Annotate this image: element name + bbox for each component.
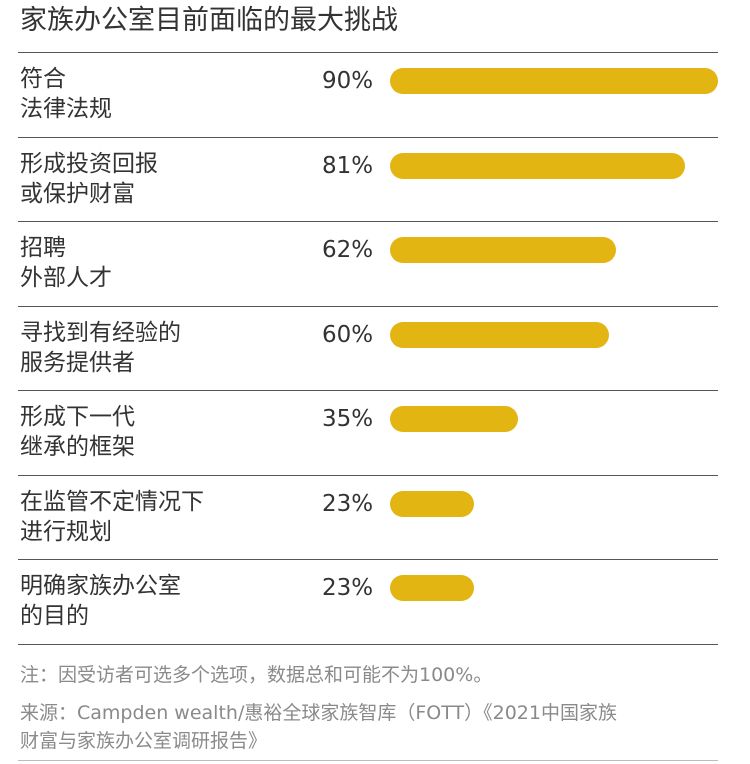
category-label-line: 招聘	[20, 235, 66, 261]
category-label-line: 进行规划	[20, 518, 112, 545]
row-divider	[18, 52, 718, 53]
category-label: 形成投资回报 或保护财富	[20, 149, 158, 209]
source-line-1: 来源：Campden wealth/惠裕全球家族智库（FOTT）《2021中国家…	[20, 702, 617, 724]
category-label: 招聘 外部人才	[20, 233, 112, 293]
category-label-line: 明确家族办公室	[20, 573, 181, 599]
category-label-line: 符合	[20, 66, 66, 92]
value-label: 60%	[322, 321, 374, 348]
category-label-line: 形成投资回报	[20, 150, 158, 177]
category-label: 形成下一代继承的框架	[20, 402, 135, 462]
bar	[390, 321, 609, 348]
value-label: 23%	[322, 575, 374, 601]
category-label-line: 法律法规	[20, 96, 112, 122]
row-divider	[18, 390, 718, 391]
chart-title: 家族办公室目前面临的最大挑战	[20, 5, 398, 36]
category-label: 在监管不定情况下 进行规划	[20, 487, 204, 547]
category-label-line: 服务提供者	[20, 349, 135, 376]
category-label-line: 形成下一代	[20, 404, 135, 430]
value-label: 23%	[322, 490, 374, 517]
category-label-line: 的目的	[20, 603, 89, 629]
category-label-line: 或保护财富	[20, 180, 135, 207]
value-label: 81%	[322, 152, 374, 179]
category-label-line: 寻找到有经验的	[20, 319, 181, 346]
bottom-divider	[18, 760, 718, 761]
category-label: 符合 法律法规	[20, 64, 112, 124]
category-label-line: 在监管不定情况下	[20, 488, 204, 515]
row-divider	[18, 136, 718, 138]
category-label: 明确家族办公室 的目的	[20, 571, 181, 631]
row-divider	[18, 559, 718, 560]
bar	[390, 406, 518, 432]
bar	[390, 68, 718, 94]
row-divider	[18, 305, 718, 307]
value-label: 90%	[322, 68, 374, 94]
value-label: 62%	[322, 237, 374, 263]
category-label-line: 外部人才	[20, 265, 112, 291]
source-line-2: 财富与家族办公室调研报告》	[20, 730, 268, 752]
row-divider	[18, 474, 718, 476]
category-label: 寻找到有经验的 服务提供者	[20, 318, 181, 378]
row-divider	[18, 221, 718, 222]
bar	[390, 575, 474, 601]
row-divider	[18, 643, 718, 645]
footnote: 注：因受访者可选多个选项，数据总和可能不为100%。	[20, 664, 493, 686]
bar	[390, 152, 685, 179]
category-label-line: 继承的框架	[20, 434, 135, 460]
value-label: 35%	[322, 406, 374, 432]
bar	[390, 490, 474, 517]
bar	[390, 237, 616, 263]
